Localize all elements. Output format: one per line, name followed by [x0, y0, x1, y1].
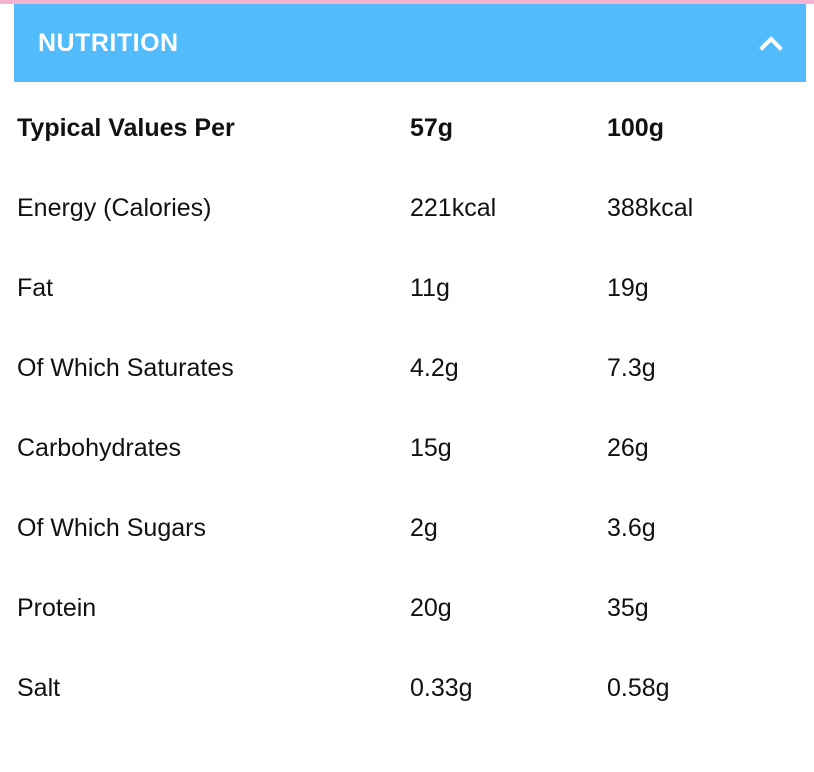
nutrient-name: Salt	[17, 674, 61, 702]
serving-value: 4.2g	[410, 354, 459, 382]
nutrition-accordion-header[interactable]: NUTRITION	[14, 4, 806, 82]
serving-value: 221kcal	[410, 194, 497, 222]
per-100g-value: 7.3g	[607, 354, 656, 382]
nutrient-name: Of Which Sugars	[17, 514, 206, 542]
table-row: Protein 20g 35g	[17, 568, 797, 648]
table-header-row: Typical Values Per 57g 100g	[17, 88, 797, 168]
per-100g-value: 35g	[607, 594, 649, 622]
table-row: Energy (Calories) 221kcal 388kcal	[17, 168, 797, 248]
top-accent-strip	[0, 0, 814, 4]
table-row: Of Which Saturates 4.2g 7.3g	[17, 328, 797, 408]
nutrition-table: Typical Values Per 57g 100g Energy (Calo…	[17, 88, 797, 728]
serving-value: 0.33g	[410, 674, 473, 702]
serving-value: 15g	[410, 434, 452, 462]
nutrient-name: Carbohydrates	[17, 434, 181, 462]
nutrient-name: Energy (Calories)	[17, 194, 212, 222]
nutrient-name: Fat	[17, 274, 54, 302]
serving-value: 20g	[410, 594, 452, 622]
table-row: Salt 0.33g 0.58g	[17, 648, 797, 728]
serving-value: 2g	[410, 514, 438, 542]
per-100g-value: 3.6g	[607, 514, 656, 542]
serving-value: 11g	[410, 274, 450, 302]
per-100g-value: 388kcal	[607, 194, 694, 222]
header-label: Typical Values Per	[17, 114, 235, 142]
chevron-up-icon[interactable]	[758, 32, 784, 54]
header-serving: 57g	[410, 114, 454, 142]
per-100g-value: 26g	[607, 434, 649, 462]
table-row: Of Which Sugars 2g 3.6g	[17, 488, 797, 568]
nutrient-name: Protein	[17, 594, 97, 622]
header-per-100g: 100g	[607, 114, 664, 142]
per-100g-value: 19g	[607, 274, 649, 302]
table-row: Fat 11g 19g	[17, 248, 797, 328]
table-row: Carbohydrates 15g 26g	[17, 408, 797, 488]
accordion-title: NUTRITION	[38, 29, 179, 57]
per-100g-value: 0.58g	[607, 674, 670, 702]
nutrient-name: Of Which Saturates	[17, 354, 234, 382]
